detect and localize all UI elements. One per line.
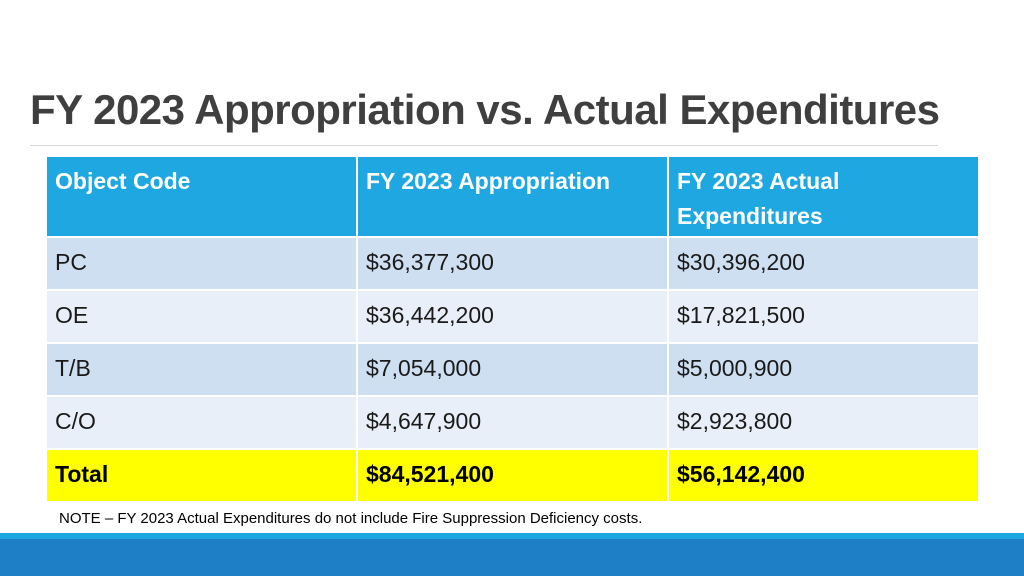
total-actual-expenditures-cell: $56,142,400	[667, 448, 980, 503]
table-row: OE $36,442,200 $17,821,500	[45, 289, 980, 344]
footnote: NOTE – FY 2023 Actual Expenditures do no…	[59, 510, 643, 527]
page-title: FY 2023 Appropriation vs. Actual Expendi…	[30, 86, 940, 133]
appropriation-table: Object Code FY 2023 Appropriation FY 202…	[45, 155, 980, 503]
table-row: PC $36,377,300 $30,396,200	[45, 236, 980, 291]
total-label-cell: Total	[45, 448, 358, 503]
actual-expenditures-cell: $2,923,800	[667, 395, 980, 450]
footer-accent-bar	[0, 533, 1024, 539]
appropriation-cell: $4,647,900	[356, 395, 669, 450]
footer-bar	[0, 539, 1024, 576]
object-code-cell: T/B	[45, 342, 358, 397]
table-row: T/B $7,054,000 $5,000,900	[45, 342, 980, 397]
table-row: C/O $4,647,900 $2,923,800	[45, 395, 980, 450]
object-code-cell: C/O	[45, 395, 358, 450]
appropriation-cell: $36,442,200	[356, 289, 669, 344]
actual-expenditures-cell: $17,821,500	[667, 289, 980, 344]
actual-expenditures-cell: $30,396,200	[667, 236, 980, 291]
appropriation-cell: $36,377,300	[356, 236, 669, 291]
table-total-row: Total $84,521,400 $56,142,400	[45, 448, 980, 503]
header-object-code: Object Code	[45, 155, 358, 238]
appropriation-cell: $7,054,000	[356, 342, 669, 397]
object-code-cell: PC	[45, 236, 358, 291]
actual-expenditures-cell: $5,000,900	[667, 342, 980, 397]
header-actual-expenditures: FY 2023 Actual Expenditures	[667, 155, 980, 238]
total-appropriation-cell: $84,521,400	[356, 448, 669, 503]
header-appropriation: FY 2023 Appropriation	[356, 155, 669, 238]
table-header-row: Object Code FY 2023 Appropriation FY 202…	[45, 155, 980, 238]
title-divider	[30, 145, 938, 146]
object-code-cell: OE	[45, 289, 358, 344]
